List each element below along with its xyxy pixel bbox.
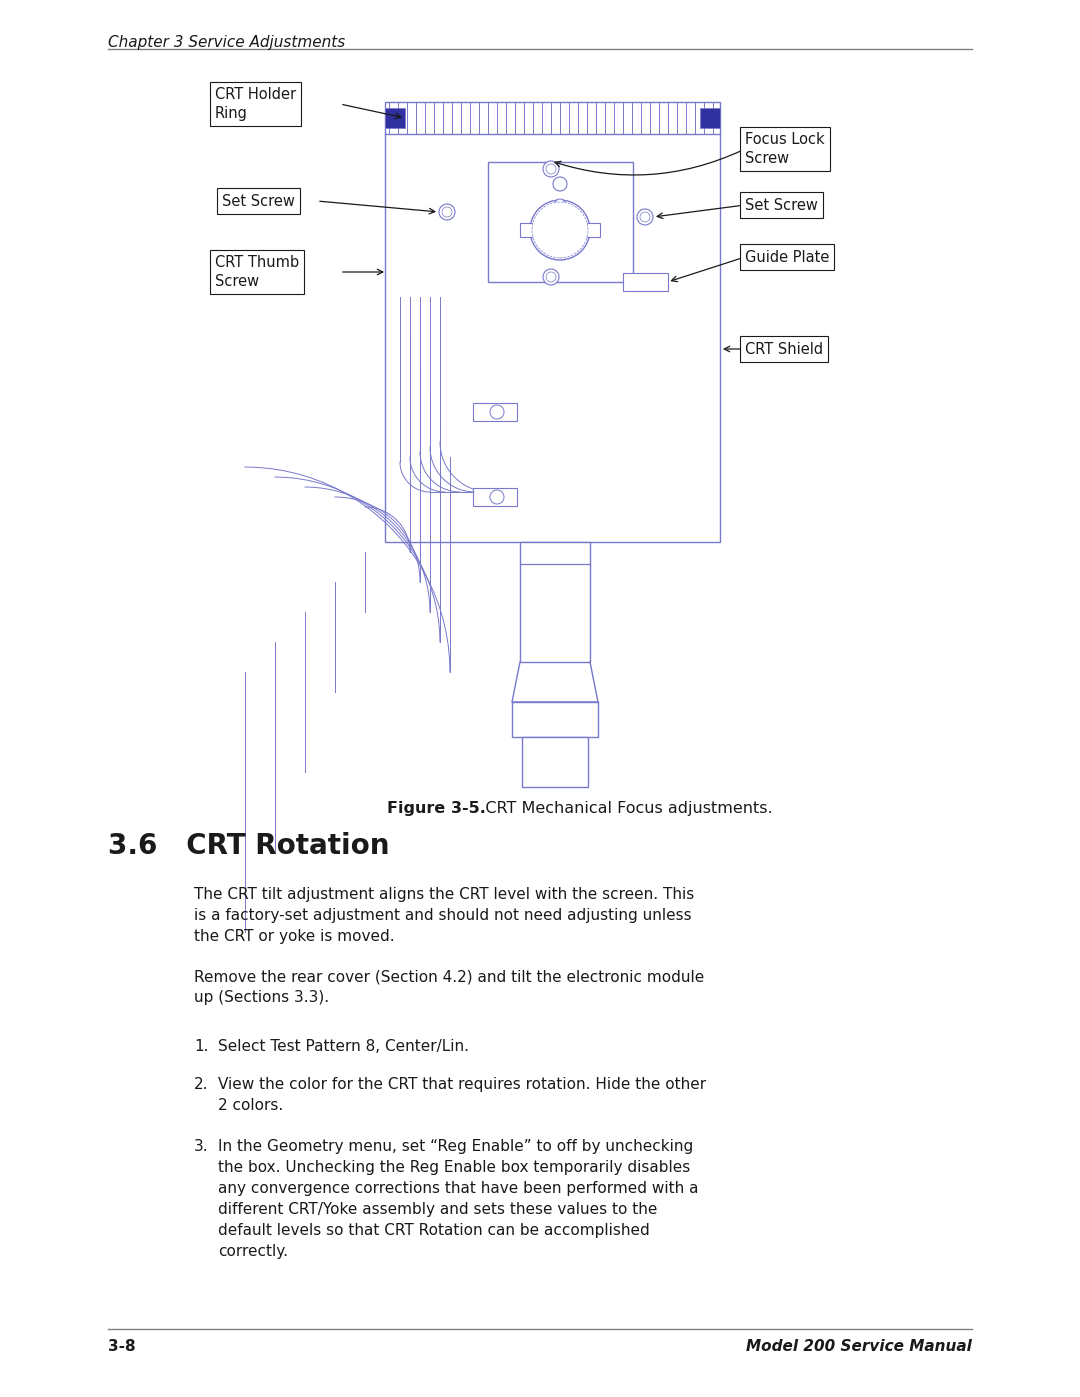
Circle shape [637, 210, 653, 225]
Text: Chapter 3 Service Adjustments: Chapter 3 Service Adjustments [108, 35, 346, 50]
Circle shape [543, 161, 559, 177]
Text: Figure 3-5.: Figure 3-5. [387, 800, 486, 816]
Text: 3.6   CRT Rotation: 3.6 CRT Rotation [108, 833, 390, 861]
Text: 2.: 2. [194, 1077, 208, 1092]
Text: 3.: 3. [194, 1139, 208, 1154]
Text: 3-8: 3-8 [108, 1338, 136, 1354]
Text: CRT Holder
Ring: CRT Holder Ring [215, 87, 296, 122]
Circle shape [442, 207, 453, 217]
Bar [519, 224, 600, 237]
Bar [473, 488, 517, 506]
Circle shape [546, 163, 556, 175]
Bar [700, 108, 720, 129]
Bar [519, 542, 590, 662]
Circle shape [490, 490, 504, 504]
Text: 1.: 1. [194, 1039, 208, 1053]
Text: Remove the rear cover (Section 4.2) and tilt the electronic module
up (Sections : Remove the rear cover (Section 4.2) and … [194, 970, 704, 1004]
Bar [487, 162, 633, 282]
Bar [522, 738, 588, 787]
Text: CRT Shield: CRT Shield [745, 341, 823, 356]
Bar [622, 272, 667, 291]
Text: View the color for the CRT that requires rotation. Hide the other
2 colors.: View the color for the CRT that requires… [218, 1077, 706, 1113]
Text: CRT Thumb
Screw: CRT Thumb Screw [215, 254, 299, 289]
Circle shape [490, 405, 504, 419]
Text: Select Test Pattern 8, Center/Lin.: Select Test Pattern 8, Center/Lin. [218, 1039, 469, 1053]
Circle shape [438, 204, 455, 219]
Text: The CRT tilt adjustment aligns the CRT level with the screen. This
is a factory-: The CRT tilt adjustment aligns the CRT l… [194, 887, 694, 944]
Circle shape [553, 177, 567, 191]
Bar [384, 108, 405, 129]
Text: In the Geometry menu, set “Reg Enable” to off by unchecking
the box. Unchecking : In the Geometry menu, set “Reg Enable” t… [218, 1139, 699, 1259]
Bar [512, 703, 598, 738]
Text: Focus Lock
Screw: Focus Lock Screw [745, 131, 825, 166]
Circle shape [640, 212, 650, 222]
Text: Set Screw: Set Screw [222, 194, 295, 208]
Circle shape [532, 203, 588, 258]
Bar [384, 102, 720, 542]
Circle shape [530, 200, 590, 260]
Text: Model 200 Service Manual: Model 200 Service Manual [746, 1338, 972, 1354]
Text: CRT Mechanical Focus adjustments.: CRT Mechanical Focus adjustments. [470, 800, 772, 816]
Bar [473, 402, 517, 420]
Circle shape [543, 270, 559, 285]
Circle shape [555, 198, 565, 210]
Text: Guide Plate: Guide Plate [745, 250, 829, 264]
Text: Set Screw: Set Screw [745, 197, 818, 212]
Circle shape [546, 272, 556, 282]
